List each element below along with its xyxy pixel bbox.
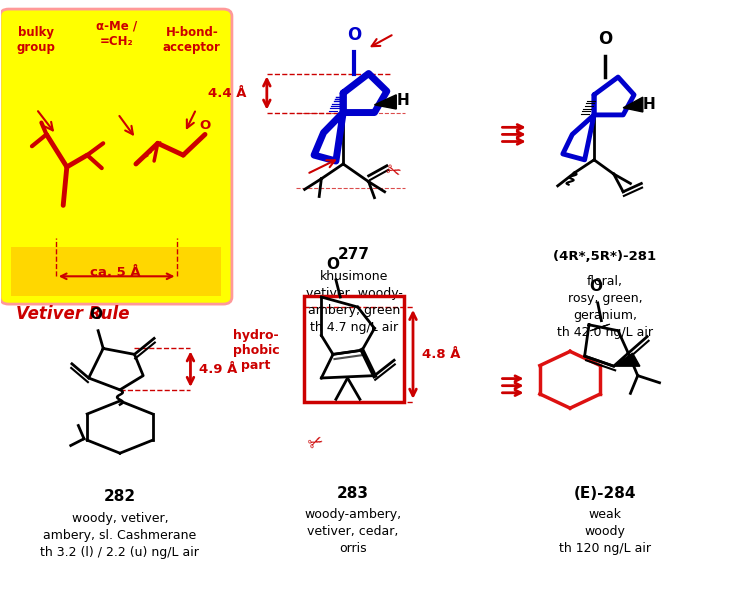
Text: ca. 5 Å: ca. 5 Å: [91, 266, 141, 279]
Text: O: O: [589, 279, 602, 294]
Text: weak
woody
th 120 ng/L air: weak woody th 120 ng/L air: [559, 508, 651, 555]
Text: O: O: [199, 119, 211, 132]
Text: ✂: ✂: [306, 432, 327, 454]
Polygon shape: [374, 95, 396, 109]
Bar: [11, 247, 221, 296]
Text: H: H: [396, 93, 409, 108]
Text: 277: 277: [338, 247, 370, 262]
Text: woody, vetiver,
ambery, sl. Cashmerane
th 3.2 (l) / 2.2 (u) ng/L air: woody, vetiver, ambery, sl. Cashmerane t…: [40, 511, 199, 558]
Text: O: O: [90, 307, 102, 322]
Text: khusimone
vetiver, woody-
ambery, green
th 4.7 ng/L air: khusimone vetiver, woody- ambery, green …: [306, 270, 402, 334]
Text: H-bond-
acceptor: H-bond- acceptor: [163, 26, 221, 54]
Text: α-Me /
=CH₂: α-Me / =CH₂: [96, 20, 137, 48]
Polygon shape: [614, 353, 640, 366]
Text: hydro-
phobic
part: hydro- phobic part: [233, 328, 280, 372]
Text: ✂: ✂: [382, 160, 402, 183]
Text: (4R*,5R*)-⁠281: (4R*,5R*)-⁠281: [553, 249, 656, 263]
Text: floral,
rosy, green,
geranium,
th 42.0 ng/L air: floral, rosy, green, geranium, th 42.0 n…: [557, 274, 653, 339]
Text: 282: 282: [104, 489, 136, 504]
Text: 4.8 Å: 4.8 Å: [422, 348, 460, 361]
Text: bulky
group: bulky group: [17, 26, 55, 54]
Text: O: O: [347, 26, 361, 44]
Text: 283: 283: [337, 486, 369, 501]
Text: Vetiver Rule: Vetiver Rule: [16, 305, 129, 323]
Polygon shape: [623, 97, 643, 112]
FancyBboxPatch shape: [0, 9, 232, 304]
Bar: [304, 296, 404, 402]
Text: O: O: [326, 257, 339, 271]
Text: O: O: [598, 30, 612, 48]
Text: H: H: [643, 97, 656, 112]
Text: (E)-284: (E)-284: [574, 486, 637, 501]
Text: 4.9 Å: 4.9 Å: [199, 362, 237, 375]
Text: woody-ambery,
vetiver, cedar,
orris: woody-ambery, vetiver, cedar, orris: [304, 508, 402, 555]
Text: 4.4 Å: 4.4 Å: [208, 87, 247, 100]
